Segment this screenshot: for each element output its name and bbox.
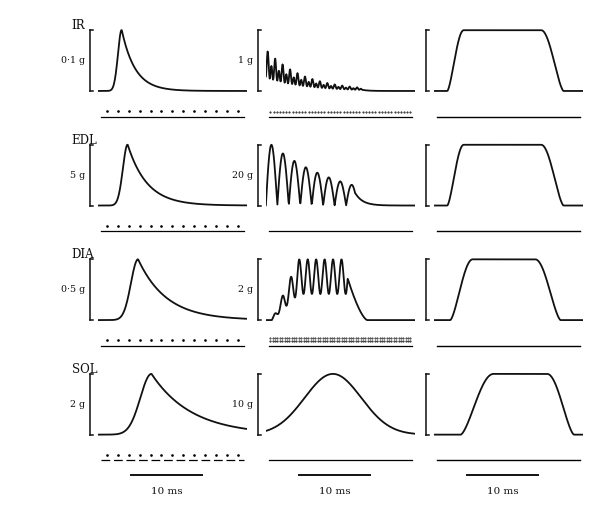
- Text: 10 ms: 10 ms: [487, 487, 518, 497]
- Text: 0·1 g: 0·1 g: [61, 56, 85, 65]
- Text: 1 g: 1 g: [238, 56, 253, 65]
- Text: 0·5 g: 0·5 g: [61, 285, 85, 294]
- Text: 20 g: 20 g: [232, 170, 253, 180]
- Text: SOL: SOL: [72, 363, 97, 376]
- Text: EDL: EDL: [72, 134, 97, 147]
- Text: 10 ms: 10 ms: [151, 487, 182, 497]
- Text: 2 g: 2 g: [70, 400, 85, 409]
- Text: DIA: DIA: [72, 248, 94, 262]
- Text: 2 g: 2 g: [238, 285, 253, 294]
- Text: IR: IR: [72, 19, 85, 32]
- Text: 10 g: 10 g: [232, 400, 253, 409]
- Text: 10 ms: 10 ms: [318, 487, 350, 497]
- Text: 5 g: 5 g: [70, 170, 85, 180]
